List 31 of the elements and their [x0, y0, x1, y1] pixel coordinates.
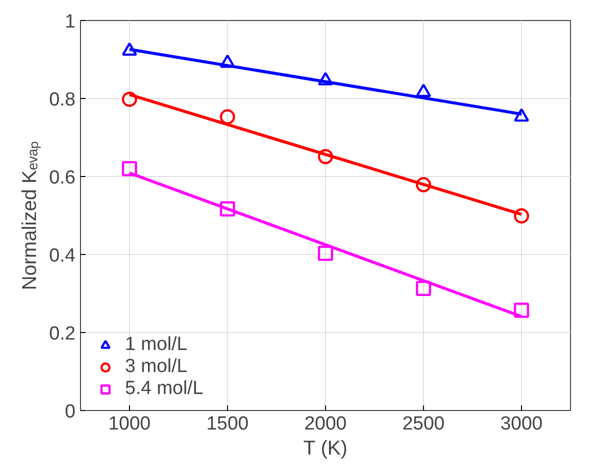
x-axis-title: T (K)	[303, 438, 348, 460]
y-tick-label: 0.4	[49, 246, 76, 266]
point	[220, 201, 236, 216]
point	[514, 208, 530, 224]
x-tick-label: 1500	[206, 414, 249, 434]
y-axis-title: Normalized Kₑᵥₐₚ	[19, 140, 42, 290]
point	[416, 84, 432, 98]
y-tick-label: 1	[64, 12, 76, 32]
point	[318, 72, 334, 86]
point	[122, 161, 138, 176]
x-tick-label: 2000	[304, 414, 347, 434]
y-tick-label: 0	[64, 402, 76, 422]
point	[318, 149, 334, 164]
legend-label: 5.4 mol/L	[125, 378, 204, 400]
y-tick-label: 0.6	[49, 168, 76, 188]
point	[220, 54, 236, 68]
point	[122, 42, 138, 56]
point	[122, 92, 138, 107]
y-tick-label: 0.8	[49, 90, 76, 110]
point	[220, 109, 236, 124]
point	[318, 246, 334, 261]
legend-label: 1 mol/L	[125, 334, 188, 356]
x-tick-label: 2500	[402, 414, 445, 434]
y-tick-label: 0.2	[49, 324, 76, 344]
point	[514, 108, 530, 122]
point	[416, 280, 432, 296]
x-tick-label: 3000	[500, 414, 543, 434]
x-tick-label: 1000	[108, 414, 151, 434]
point	[514, 302, 530, 318]
legend-label: 3 mol/L	[125, 356, 188, 378]
point	[416, 177, 432, 192]
